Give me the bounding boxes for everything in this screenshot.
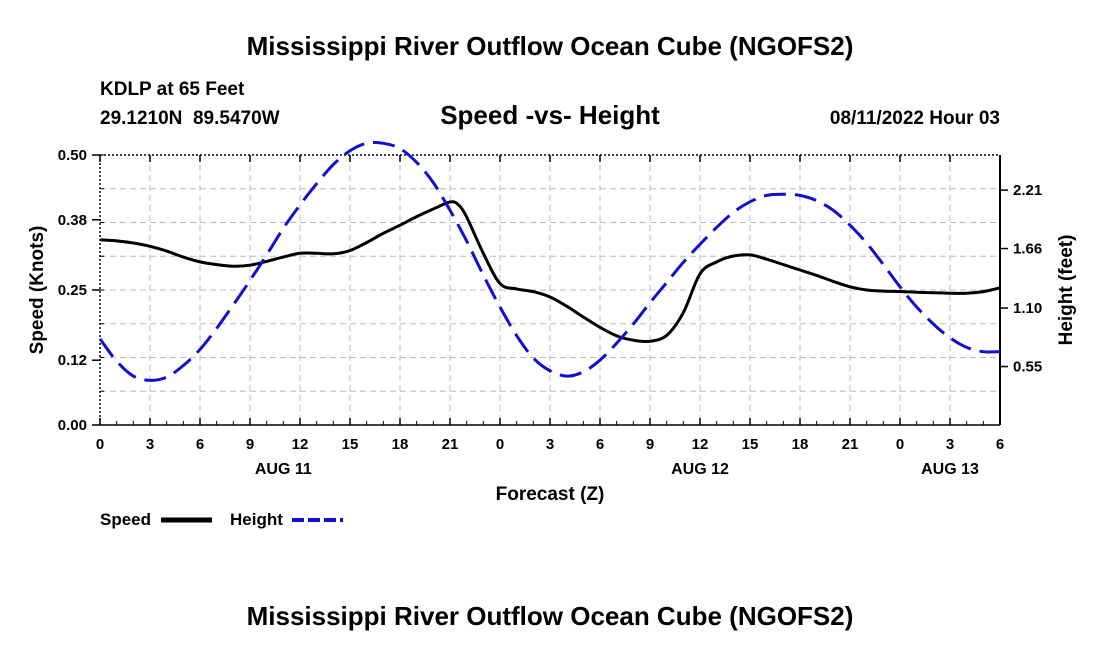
y-left-tick-label: 0.25 [58, 282, 87, 299]
x-tick-label: 6 [996, 436, 1004, 453]
series-group [98, 141, 1001, 382]
x-tick-label: 0 [896, 436, 904, 453]
tick-labels: 0 3 6 9 12 15 18 21 0 3 6 9 12 15 18 21 0 3 6 AUG 11 AUG 12 A… [58, 147, 1042, 478]
series-line-height [98, 141, 1001, 382]
x-axis-title: Forecast (Z) [496, 484, 605, 505]
legend-height-label: Height [230, 510, 283, 529]
x-tick-label: 21 [842, 436, 859, 453]
date-label: AUG 13 [921, 461, 979, 478]
grid [100, 155, 1000, 425]
x-tick-label: 6 [596, 436, 604, 453]
chart-title: Mississippi River Outflow Ocean Cube (NG… [247, 31, 854, 61]
y-axis-title-left: Speed (Knots) [27, 226, 48, 355]
x-tick-label: 6 [196, 436, 204, 453]
y-left-tick-label: 0.00 [58, 417, 87, 434]
y-left-tick-label: 0.12 [58, 352, 87, 369]
legend: Speed Height [100, 510, 343, 529]
y-axis-title-right: Height (feet) [1056, 235, 1077, 346]
y-left-tick-label: 0.50 [58, 147, 87, 164]
x-tick-label: 0 [96, 436, 104, 453]
datetime-label: 08/11/2022 Hour 03 [830, 108, 1000, 129]
y-right-tick-label: 0.55 [1013, 359, 1042, 376]
x-tick-label: 3 [146, 436, 154, 453]
y-right-tick-label: 1.66 [1013, 241, 1042, 258]
coordinates-label: 29.1210N 89.5470W [100, 108, 280, 129]
x-tick-label: 9 [246, 436, 254, 453]
legend-speed-label: Speed [100, 510, 151, 529]
x-tick-label: 18 [792, 436, 809, 453]
x-tick-label: 18 [392, 436, 409, 453]
x-tick-label: 12 [292, 436, 309, 453]
station-label: KDLP at 65 Feet [100, 79, 245, 100]
x-tick-label: 0 [496, 436, 504, 453]
x-tick-label: 12 [692, 436, 709, 453]
y-right-tick-label: 1.10 [1013, 300, 1042, 317]
x-tick-label: 9 [646, 436, 654, 453]
y-right-tick-label: 2.21 [1013, 182, 1042, 199]
axes [92, 154, 1008, 426]
y-left-tick-label: 0.38 [58, 212, 87, 229]
date-label: AUG 12 [671, 461, 729, 478]
x-tick-label: 15 [742, 436, 759, 453]
chart-subtitle: Speed -vs- Height [440, 100, 660, 130]
x-tick-label: 15 [342, 436, 359, 453]
x-tick-label: 3 [546, 436, 554, 453]
date-label: AUG 11 [255, 461, 312, 478]
x-tick-label: 3 [946, 436, 954, 453]
x-tick-label: 21 [442, 436, 459, 453]
footer-title: Mississippi River Outflow Ocean Cube (NG… [247, 601, 854, 631]
series-line-speed [99, 200, 1001, 344]
